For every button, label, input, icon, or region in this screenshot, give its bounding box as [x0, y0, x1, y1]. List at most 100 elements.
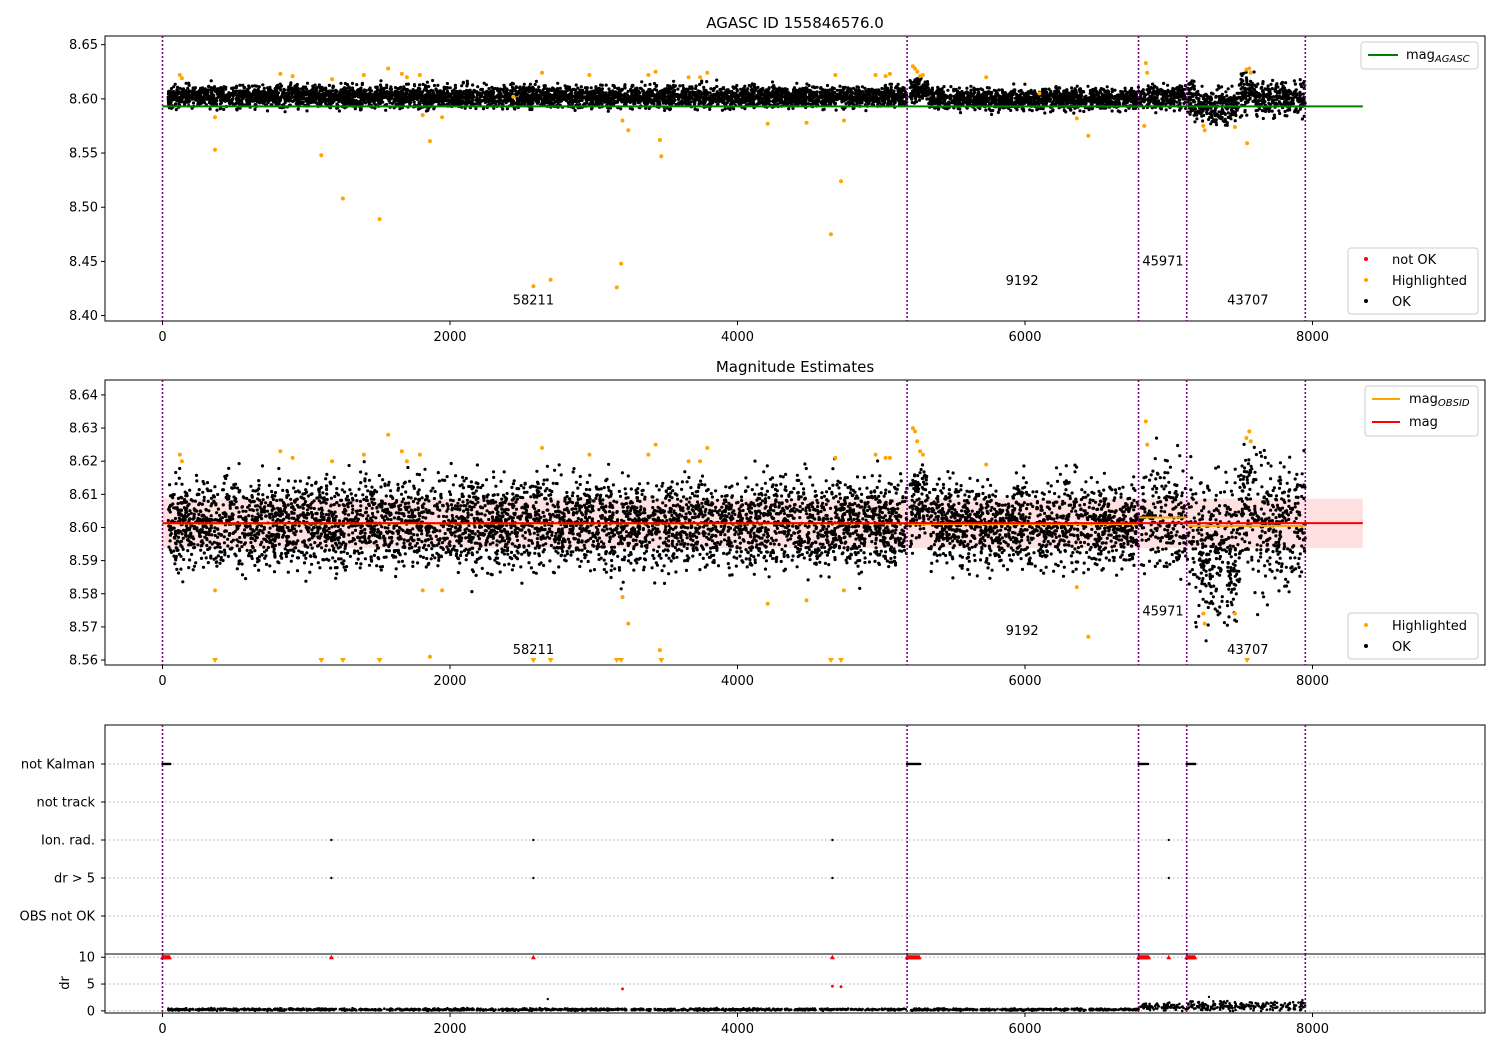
- ok-point: [172, 97, 176, 101]
- ok-point: [440, 95, 444, 99]
- ok-point: [296, 107, 300, 111]
- ok-point: [295, 97, 300, 101]
- ok-point: [640, 80, 644, 84]
- ok-point: [216, 89, 220, 93]
- ok-point: [237, 97, 241, 101]
- ok-point: [860, 90, 865, 94]
- ok-point: [543, 84, 547, 88]
- ok-point: [897, 99, 901, 103]
- ok-point: [833, 102, 837, 106]
- ok-point: [177, 90, 181, 94]
- ok-point: [507, 92, 511, 96]
- ok-point: [305, 109, 309, 113]
- ok-point: [783, 96, 787, 100]
- ok-point: [282, 87, 286, 91]
- ok-point: [1123, 86, 1127, 90]
- ok-point: [821, 108, 825, 112]
- ok-point: [835, 97, 840, 101]
- ok-point: [363, 92, 367, 97]
- ok-point: [253, 107, 257, 111]
- ok-point: [556, 99, 560, 103]
- ok-point: [432, 107, 436, 111]
- ok-point: [648, 82, 652, 86]
- ok-point: [880, 86, 884, 91]
- ok-point: [611, 98, 615, 102]
- ok-point: [414, 96, 418, 100]
- ok-point: [874, 88, 878, 92]
- ok-point: [186, 99, 190, 103]
- ok-point: [619, 107, 623, 111]
- ok-point: [623, 93, 627, 97]
- ok-point: [305, 87, 309, 91]
- ok-point: [378, 92, 382, 96]
- ok-point: [174, 108, 178, 112]
- ok-point: [778, 98, 783, 102]
- ok-point: [571, 87, 575, 92]
- ok-point: [304, 90, 308, 94]
- ok-point: [757, 98, 761, 103]
- ok-point: [580, 89, 584, 93]
- ok-point: [394, 95, 398, 99]
- ok-point: [331, 84, 336, 89]
- ok-point: [715, 78, 719, 82]
- ok-point: [476, 93, 480, 97]
- ok-point: [425, 80, 429, 84]
- ok-point: [568, 97, 572, 101]
- ok-point: [820, 87, 825, 91]
- ok-point: [184, 81, 188, 85]
- ok-point: [845, 95, 849, 99]
- ok-point: [825, 83, 830, 88]
- ok-point: [731, 85, 735, 89]
- ok-point: [766, 93, 770, 97]
- ok-point: [811, 85, 815, 89]
- ok-point: [897, 88, 901, 92]
- ok-point: [728, 90, 732, 94]
- ok-point: [720, 98, 724, 102]
- ok-point: [206, 91, 210, 95]
- ok-point: [772, 93, 777, 97]
- ok-point: [739, 100, 744, 104]
- ok-point: [309, 95, 313, 99]
- ok-point: [815, 85, 819, 89]
- ok-point: [235, 108, 239, 112]
- ok-point: [468, 91, 473, 95]
- ok-point: [289, 83, 293, 87]
- ok-point: [222, 107, 226, 111]
- ok-point: [749, 92, 753, 96]
- ok-point: [574, 93, 578, 97]
- ok-point: [243, 86, 247, 90]
- ok-point: [563, 84, 567, 88]
- ok-point: [431, 89, 435, 93]
- ok-point: [575, 100, 579, 104]
- ok-point: [730, 99, 734, 103]
- ok-point: [166, 98, 170, 102]
- ok-point: [243, 93, 248, 97]
- ok-point: [863, 86, 867, 90]
- ok-point: [202, 98, 206, 102]
- ok-point: [334, 88, 338, 93]
- ok-point: [579, 85, 583, 89]
- ok-point: [241, 89, 245, 93]
- ok-point: [442, 85, 446, 89]
- ok-point: [669, 102, 673, 106]
- ok-point: [700, 92, 705, 96]
- ok-point: [866, 88, 870, 92]
- ok-point: [258, 96, 262, 100]
- ok-point: [882, 102, 886, 106]
- ok-point: [417, 102, 421, 106]
- ok-point: [764, 96, 768, 100]
- ok-point: [917, 98, 922, 102]
- ok-point: [791, 88, 796, 92]
- ok-point: [720, 108, 725, 112]
- ok-point: [355, 83, 359, 87]
- ok-point: [653, 87, 657, 91]
- ok-point: [208, 107, 212, 111]
- ok-point: [191, 101, 196, 105]
- ok-point: [341, 96, 345, 100]
- ok-point: [688, 92, 692, 97]
- ok-point: [883, 87, 887, 91]
- ok-point: [477, 97, 481, 101]
- ok-point: [663, 92, 667, 96]
- ok-point: [389, 90, 393, 94]
- ok-point: [534, 92, 538, 96]
